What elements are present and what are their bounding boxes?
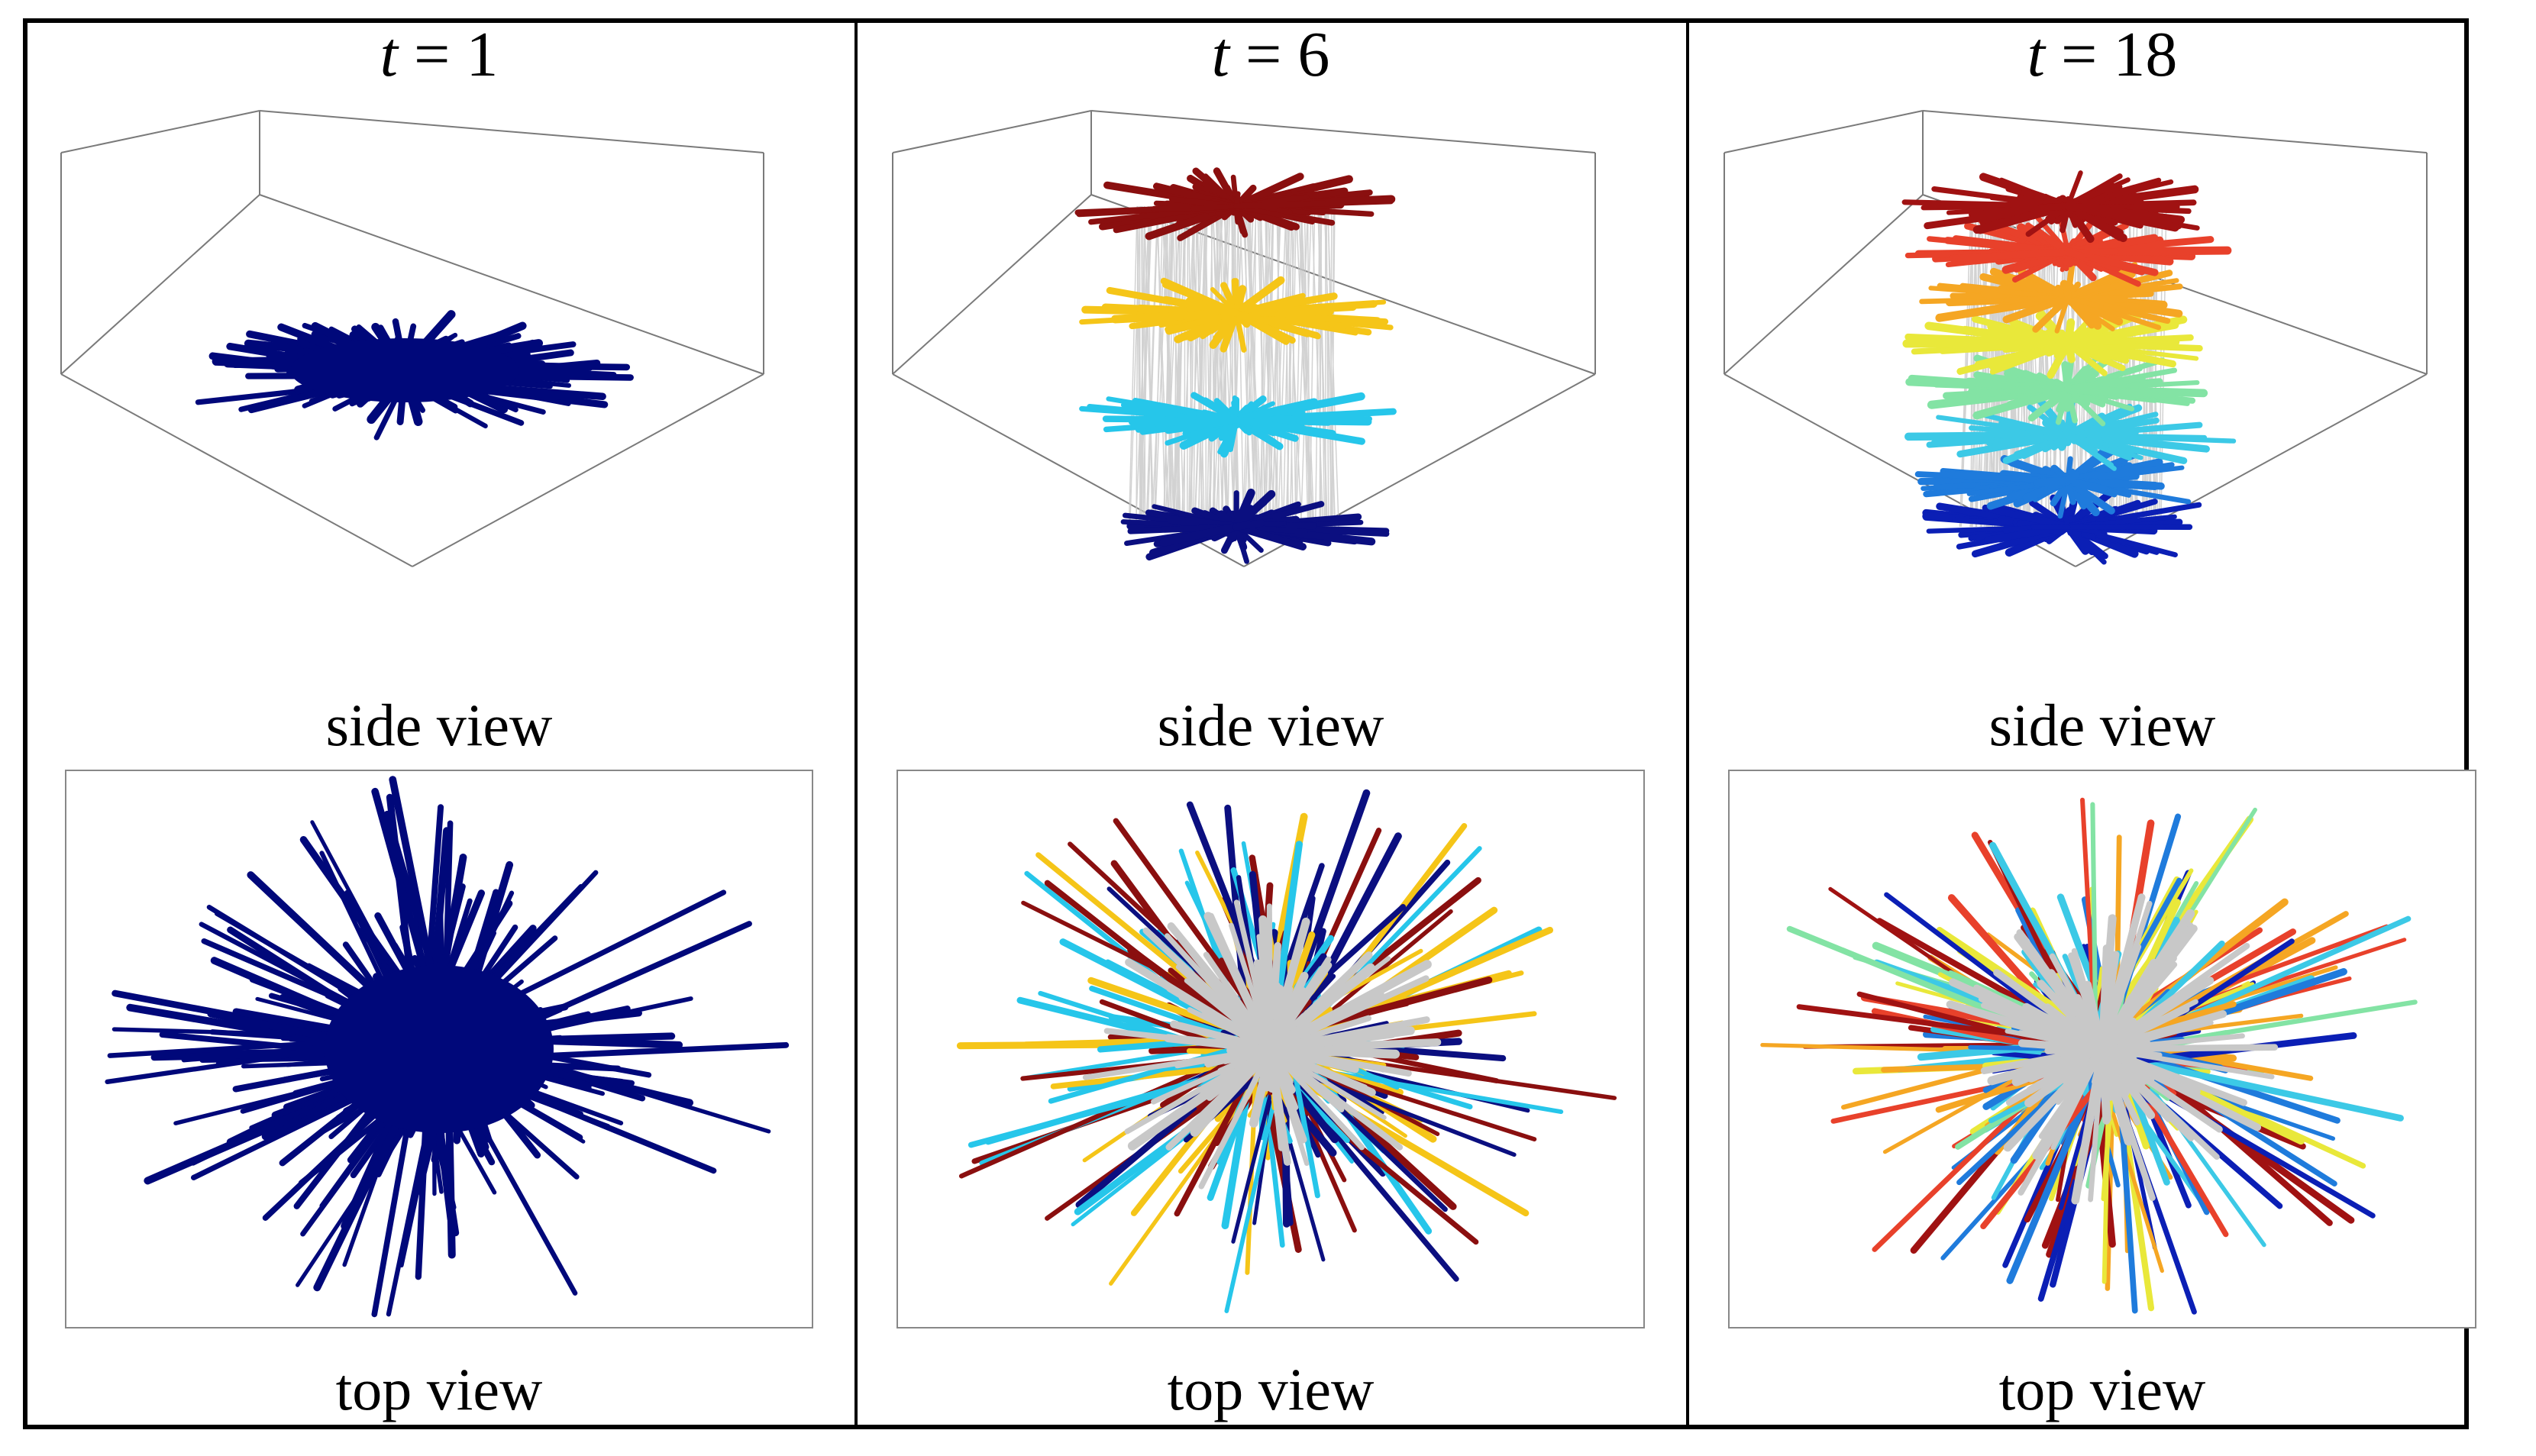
- panel-2-title: t = 6: [1211, 19, 1330, 90]
- panel-3-top-view-box: [1728, 770, 2476, 1328]
- panel-divider-2: [1686, 18, 1689, 1429]
- panel-1-side-view-plot: [60, 110, 764, 567]
- panel-2-side-view-plot: [892, 110, 1596, 567]
- panel-3-side-view-plot: [1724, 110, 2428, 567]
- figure-frame: [23, 18, 2469, 1429]
- panel-2-top-caption: top view: [1167, 1356, 1375, 1422]
- link-overlay: [1082, 899, 1442, 1190]
- panel-3-title: t = 18: [2027, 19, 2178, 90]
- link-overlay: [1946, 893, 2279, 1205]
- panel-1-side-caption: side view: [325, 692, 553, 758]
- panel-2-top-view-box: [896, 770, 1645, 1328]
- panel-divider-1: [854, 18, 858, 1429]
- panel-2-top-view-plot: [956, 789, 1617, 1313]
- panel-3-side-caption: side view: [1988, 692, 2216, 758]
- panel-3-top-view-plot: [1760, 797, 2418, 1315]
- panel-3-top-caption: top view: [1998, 1356, 2206, 1422]
- point-cloud: [1074, 167, 1397, 564]
- vertical-links: [1128, 205, 1339, 528]
- panel-1-title: t = 1: [380, 19, 499, 90]
- point-cloud: [105, 776, 790, 1318]
- panel-1-top-caption: top view: [335, 1356, 543, 1422]
- panel-1-top-view-plot: [105, 776, 790, 1318]
- wireframe-box: [60, 110, 764, 567]
- panel-1-top-view-box: [65, 770, 813, 1328]
- point-cloud: [1901, 170, 2237, 565]
- point-cloud: [195, 310, 634, 441]
- panel-2-side-caption: side view: [1157, 692, 1384, 758]
